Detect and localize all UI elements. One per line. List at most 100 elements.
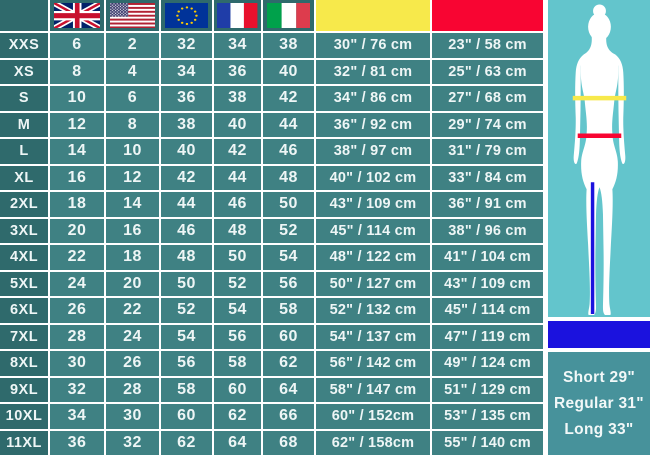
italy-size-cell: 52 — [263, 218, 314, 243]
chest-measure-cell: 30" / 76 cm — [316, 33, 430, 58]
size-label-cell: 3XL — [0, 218, 48, 243]
chest-measure-cell: 54" / 137 cm — [316, 324, 430, 349]
us-size-cell: 14 — [106, 192, 159, 217]
italy-size-cell: 46 — [263, 139, 314, 164]
france-flag-header — [214, 0, 261, 31]
size-label-cell: 5XL — [0, 271, 48, 296]
france-size-cell: 60 — [214, 377, 261, 402]
france-size-cell: 62 — [214, 404, 261, 429]
italy-size-cell: 64 — [263, 377, 314, 402]
size-label-cell: L — [0, 139, 48, 164]
italy-size-cell: 44 — [263, 112, 314, 137]
size-label-cell: S — [0, 86, 48, 111]
size-label-cell: XXS — [0, 33, 48, 58]
italy-size-cell: 50 — [263, 192, 314, 217]
italy-size-cell: 60 — [263, 324, 314, 349]
uk-size-cell: 26 — [50, 298, 104, 323]
size-table: XXS 6 2 32 34 38 30" / 76 cm 23" / 58 cm XS 8 4 34 3… — [0, 0, 543, 455]
uk-size-cell: 16 — [50, 165, 104, 190]
france-size-cell: 54 — [214, 298, 261, 323]
italy-size-cell: 62 — [263, 351, 314, 376]
chest-color-header — [316, 0, 430, 31]
waist-measure-cell: 55" / 140 cm — [432, 430, 543, 455]
italy-size-cell: 58 — [263, 298, 314, 323]
eu-size-cell: 62 — [161, 430, 212, 455]
france-size-cell: 38 — [214, 86, 261, 111]
leg-length-long: Long 33" — [564, 420, 634, 438]
size-label-cell: 6XL — [0, 298, 48, 323]
waist-measure-cell: 31" / 79 cm — [432, 139, 543, 164]
us-size-cell: 2 — [106, 33, 159, 58]
waist-measure-cell: 33" / 84 cm — [432, 165, 543, 190]
us-size-cell: 32 — [106, 430, 159, 455]
eu-size-cell: 58 — [161, 377, 212, 402]
uk-size-cell: 18 — [50, 192, 104, 217]
waist-measure-cell: 29" / 74 cm — [432, 112, 543, 137]
waist-measure-cell: 45" / 114 cm — [432, 298, 543, 323]
italy-size-cell: 56 — [263, 271, 314, 296]
us-size-cell: 24 — [106, 324, 159, 349]
waist-measure-cell: 47" / 119 cm — [432, 324, 543, 349]
leg-length-regular: Regular 31" — [554, 394, 644, 412]
size-label-cell: 11XL — [0, 430, 48, 455]
italy-size-cell: 66 — [263, 404, 314, 429]
france-size-cell: 48 — [214, 218, 261, 243]
france-size-cell: 40 — [214, 112, 261, 137]
uk-size-cell: 12 — [50, 112, 104, 137]
france-size-cell: 64 — [214, 430, 261, 455]
chest-measure-cell: 43" / 109 cm — [316, 192, 430, 217]
us-size-cell: 10 — [106, 139, 159, 164]
uk-size-cell: 14 — [50, 139, 104, 164]
eu-size-cell: 54 — [161, 324, 212, 349]
inseam-color-bar — [548, 321, 650, 348]
france-size-cell: 56 — [214, 324, 261, 349]
us-flag-icon — [109, 2, 156, 29]
uk-size-cell: 30 — [50, 351, 104, 376]
italy-size-cell: 40 — [263, 59, 314, 84]
size-label-cell: XL — [0, 165, 48, 190]
us-size-cell: 18 — [106, 245, 159, 270]
france-flag-icon — [217, 2, 258, 29]
uk-flag-icon — [53, 2, 101, 29]
chest-measure-cell: 40" / 102 cm — [316, 165, 430, 190]
eu-size-cell: 40 — [161, 139, 212, 164]
france-size-cell: 50 — [214, 245, 261, 270]
eu-size-cell: 50 — [161, 271, 212, 296]
waist-measure-cell: 51" / 129 cm — [432, 377, 543, 402]
uk-size-cell: 22 — [50, 245, 104, 270]
size-label-cell: 7XL — [0, 324, 48, 349]
italy-size-cell: 54 — [263, 245, 314, 270]
us-size-cell: 20 — [106, 271, 159, 296]
eu-size-cell: 56 — [161, 351, 212, 376]
leg-length-panel: Short 29" Regular 31" Long 33" — [548, 352, 650, 455]
waist-measure-cell: 49" / 124 cm — [432, 351, 543, 376]
uk-size-cell: 6 — [50, 33, 104, 58]
uk-flag-header — [50, 0, 104, 31]
italy-size-cell: 48 — [263, 165, 314, 190]
chest-measure-cell: 60" / 152cm — [316, 404, 430, 429]
italy-flag-header — [263, 0, 314, 31]
eu-size-cell: 42 — [161, 165, 212, 190]
france-size-cell: 44 — [214, 165, 261, 190]
uk-size-cell: 34 — [50, 404, 104, 429]
italy-size-cell: 38 — [263, 33, 314, 58]
us-size-cell: 12 — [106, 165, 159, 190]
uk-size-cell: 20 — [50, 218, 104, 243]
waist-measure-cell: 25" / 63 cm — [432, 59, 543, 84]
size-label-cell: 8XL — [0, 351, 48, 376]
chest-measure-cell: 34" / 86 cm — [316, 86, 430, 111]
chest-measure-cell: 58" / 147 cm — [316, 377, 430, 402]
chest-measure-cell: 62" / 158cm — [316, 430, 430, 455]
chest-measure-cell: 50" / 127 cm — [316, 271, 430, 296]
leg-length-short: Short 29" — [562, 368, 636, 386]
size-label-cell: 4XL — [0, 245, 48, 270]
waist-measure-cell: 36" / 91 cm — [432, 192, 543, 217]
eu-size-cell: 44 — [161, 192, 212, 217]
france-size-cell: 42 — [214, 139, 261, 164]
france-size-cell: 46 — [214, 192, 261, 217]
us-size-cell: 22 — [106, 298, 159, 323]
waist-measure-cell: 41" / 104 cm — [432, 245, 543, 270]
italy-size-cell: 42 — [263, 86, 314, 111]
us-size-cell: 30 — [106, 404, 159, 429]
chest-measure-cell: 45" / 114 cm — [316, 218, 430, 243]
